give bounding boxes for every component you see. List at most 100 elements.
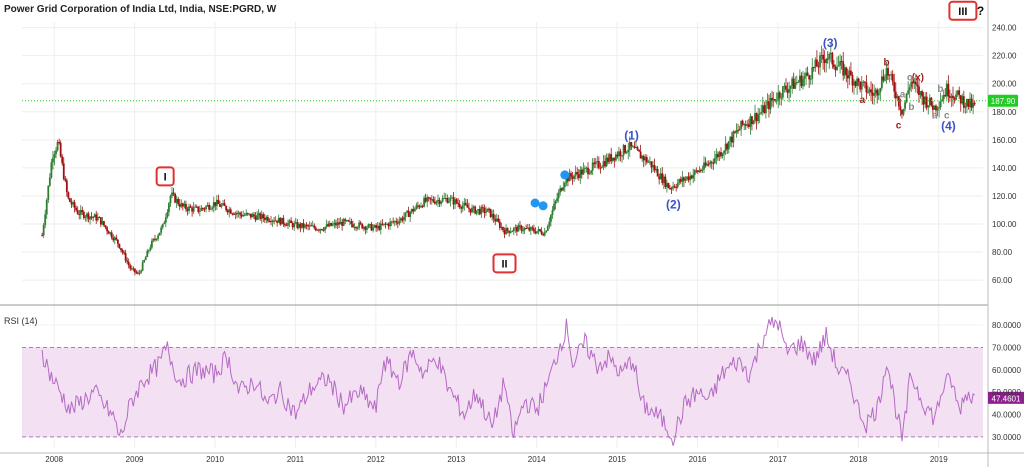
candle-body [921, 91, 923, 97]
candle-body [406, 210, 408, 213]
candle-body [458, 203, 461, 207]
candle-body [92, 216, 95, 218]
candle-body [237, 212, 240, 214]
wave-label: b [937, 84, 943, 95]
candle-body [466, 204, 469, 208]
candle-body [76, 210, 79, 214]
candle-body [650, 161, 653, 168]
candle-body [528, 227, 531, 231]
candle-body [738, 129, 741, 131]
candle-body [219, 204, 221, 207]
candle-body [802, 78, 804, 87]
candle-body [124, 253, 127, 261]
rsi-title: RSI (14) [4, 316, 38, 326]
candle-body [389, 221, 391, 227]
candle-body [631, 146, 634, 148]
price-tick-label: 100.00 [992, 220, 1017, 229]
candle-body [517, 225, 520, 232]
candle-body [936, 108, 939, 111]
event-marker [538, 201, 548, 211]
candle-body [321, 229, 323, 231]
candle-body [395, 221, 398, 223]
candle-body [194, 206, 197, 208]
candle-body [713, 158, 716, 164]
candle-body [880, 76, 883, 88]
candle-body [296, 222, 299, 228]
candle-body [328, 223, 331, 227]
candle-body [786, 89, 789, 93]
candle-body [780, 97, 783, 99]
candle-body [692, 174, 695, 179]
candle-body [597, 161, 600, 168]
candle-body [386, 223, 388, 225]
candle-body [662, 176, 665, 184]
candle-body [879, 87, 882, 93]
candle-body [86, 213, 88, 217]
candle-body [602, 161, 605, 168]
candle-body [495, 218, 498, 222]
candle-body [435, 201, 438, 204]
candle-body [393, 221, 396, 223]
candle-body [548, 221, 551, 227]
candle-body [98, 217, 101, 219]
candle-body [876, 89, 879, 96]
candle-body [659, 173, 662, 180]
candle-body [683, 177, 685, 181]
x-tick-label: 2012 [367, 455, 385, 464]
candle-body [322, 229, 325, 231]
candle-body [585, 167, 588, 169]
candle-body [534, 231, 537, 234]
wave-label: (x) [912, 73, 924, 84]
candle-body [676, 182, 679, 188]
wave-label: c [907, 73, 913, 84]
candle-body [837, 65, 840, 67]
candle-body [509, 231, 512, 233]
candle-body [836, 66, 838, 70]
candle-body [220, 204, 223, 207]
candle-body [141, 262, 144, 271]
wave-label: a [932, 111, 938, 122]
candle-body [423, 197, 425, 207]
candle-body [478, 209, 481, 215]
candle-body [239, 212, 241, 215]
candle-body [61, 156, 64, 164]
candle-body [941, 99, 944, 102]
candle-body [488, 208, 490, 210]
candle-body [930, 97, 933, 106]
candle-body [931, 105, 934, 110]
candle-body [633, 146, 636, 149]
candle-body [464, 202, 467, 205]
candle-body [348, 221, 351, 223]
candle-body [265, 217, 268, 220]
candle-body [698, 170, 701, 173]
candle-body [587, 167, 589, 175]
candle-body [553, 203, 555, 211]
candle-body [311, 225, 314, 227]
candle-body [424, 197, 427, 202]
candle-body [361, 223, 364, 229]
candle-body [522, 230, 524, 232]
candle-body [766, 101, 769, 106]
candle-body [53, 154, 56, 158]
candle-body [65, 180, 68, 193]
candle-body [700, 170, 702, 172]
candle-body [568, 173, 571, 182]
candle-body [729, 136, 732, 142]
candle-body [709, 161, 712, 165]
candle-body [777, 92, 780, 101]
candle-body [355, 227, 357, 229]
candle-body [672, 186, 674, 189]
candle-body [734, 131, 736, 133]
candle-body [715, 154, 718, 159]
candle-body [217, 199, 220, 205]
candle-body [486, 208, 489, 212]
candle-body [707, 164, 710, 166]
candle-body [952, 95, 954, 99]
candle-body [45, 199, 48, 215]
wave-box [155, 166, 175, 187]
candle-body [966, 98, 968, 107]
candle-body [251, 214, 254, 218]
candle-body [894, 91, 897, 99]
candle-body [596, 161, 599, 163]
candle-body [512, 228, 515, 232]
